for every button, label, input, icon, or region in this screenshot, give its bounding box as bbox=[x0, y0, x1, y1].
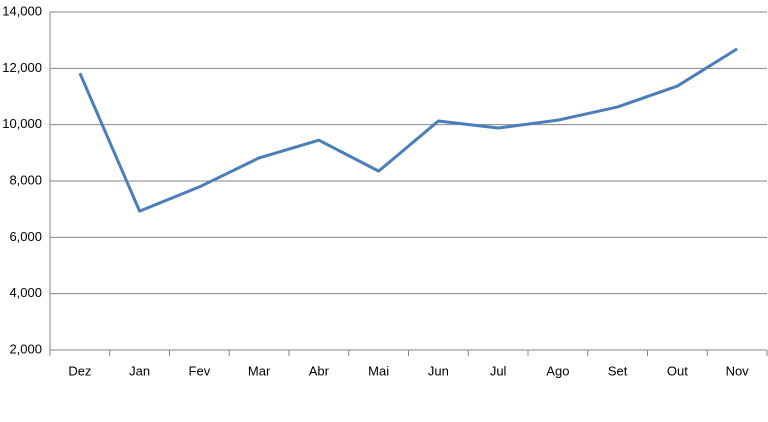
x-tick-label: Nov bbox=[726, 363, 750, 378]
y-tick-label: 2,000 bbox=[9, 341, 42, 356]
x-tick-label: Ago bbox=[546, 363, 569, 378]
x-tick-label: Abr bbox=[309, 363, 330, 378]
x-tick-label: Set bbox=[608, 363, 628, 378]
y-tick-label: 14,000 bbox=[2, 3, 42, 18]
y-tick-label: 12,000 bbox=[2, 60, 42, 75]
x-tick-label: Mai bbox=[368, 363, 389, 378]
x-tick-label: Jan bbox=[129, 363, 150, 378]
x-tick-label: Mar bbox=[248, 363, 271, 378]
line-series bbox=[78, 47, 738, 213]
y-tick-label: 8,000 bbox=[9, 172, 42, 187]
y-tick-label: 4,000 bbox=[9, 285, 42, 300]
x-tick-label: Fev bbox=[189, 363, 211, 378]
x-tick-label: Dez bbox=[68, 363, 91, 378]
x-tick-label: Jun bbox=[428, 363, 449, 378]
y-tick-label: 6,000 bbox=[9, 229, 42, 244]
x-tick-label: Jul bbox=[490, 363, 507, 378]
y-tick-label: 10,000 bbox=[2, 116, 42, 131]
x-tick-label: Out bbox=[667, 363, 688, 378]
